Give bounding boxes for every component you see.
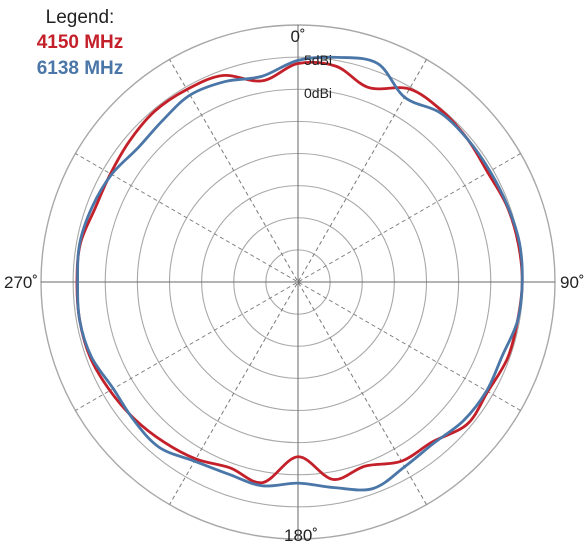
angle-label-270: 270˚: [4, 273, 38, 292]
legend-entry-6138: 6138 MHz: [36, 58, 124, 79]
angle-label-90: 90˚: [560, 273, 585, 292]
grid-spoke: [169, 59, 427, 505]
legend-entry-4150: 4150 MHz: [36, 32, 124, 53]
ring-label-0dbi: 0dBi: [304, 85, 332, 101]
grid-spoke: [169, 59, 427, 505]
grid-spoke: [75, 153, 521, 411]
legend-title: Legend:: [45, 7, 115, 28]
legend: Legend: 4150 MHz 6138 MHz: [0, 6, 160, 82]
grid-spokes: [41, 25, 555, 539]
angle-label-0: 0˚: [290, 27, 305, 46]
ring-label-5dbi: 5dBi: [304, 52, 332, 68]
series-line-6138mhz: [76, 55, 524, 492]
grid-spoke: [75, 153, 521, 411]
angle-label-180: 180˚: [284, 526, 318, 545]
series-layer: [75, 55, 524, 492]
